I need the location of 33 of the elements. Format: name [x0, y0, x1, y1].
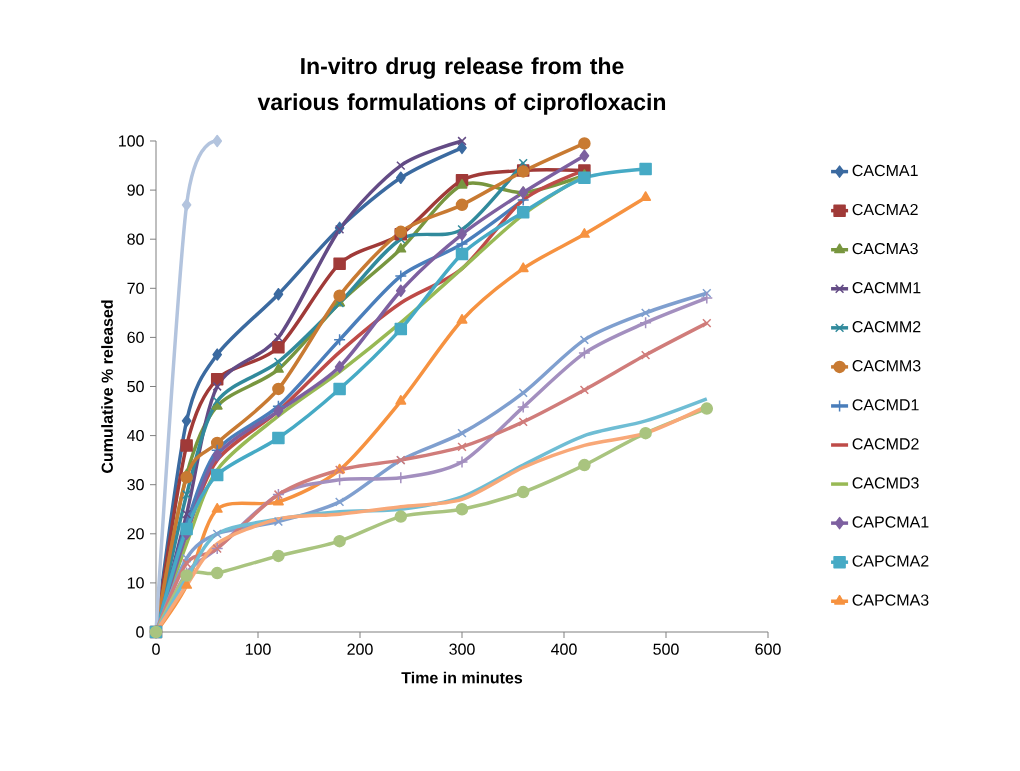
y-tick-label: 100: [118, 135, 144, 147]
x-axis-title: Time in minutes: [401, 671, 523, 684]
y-tick-label: 80: [127, 233, 144, 245]
legend-label: CAPCMA3: [852, 594, 929, 606]
y-tick-label: 0: [136, 626, 144, 638]
chart-title: In-vitro drug release from the various formulations of ciprofloxacin: [257, 57, 666, 115]
y-tick-label: 10: [127, 577, 144, 589]
x-tick-label: 0: [152, 643, 160, 655]
legend-label: CACMM2: [852, 321, 921, 333]
x-tick-label: 200: [347, 643, 373, 655]
x-tick-label: 400: [551, 643, 577, 655]
legend-label: CACMD1: [852, 399, 919, 411]
y-tick-label: 60: [127, 331, 144, 344]
y-tick-label: 20: [127, 528, 144, 540]
legend-label: CAPCMA1: [852, 516, 929, 528]
x-tick-label: 500: [653, 643, 679, 655]
y-axis-title: Cumulative % released: [101, 300, 113, 473]
x-tick-label: 100: [245, 643, 271, 655]
legend-label: CACMD2: [852, 438, 919, 450]
y-tick-label: 90: [127, 184, 144, 196]
x-tick-label: 300: [449, 643, 475, 655]
legend-label: CACMD3: [852, 477, 919, 489]
y-tick-label: 70: [127, 282, 144, 294]
legend-label: CACMM3: [852, 360, 921, 372]
x-tick-label: 600: [755, 643, 781, 655]
legend-label: CACMA3: [852, 242, 918, 255]
y-tick-label: 40: [127, 429, 144, 442]
legend-label: CACMM1: [852, 281, 921, 294]
y-tick-label: 50: [127, 380, 144, 393]
legend-label: CACMA1: [852, 164, 918, 177]
legend-label: CAPCMA2: [852, 555, 929, 567]
y-tick-label: 30: [127, 479, 144, 491]
legend-label: CACMA2: [852, 203, 918, 216]
